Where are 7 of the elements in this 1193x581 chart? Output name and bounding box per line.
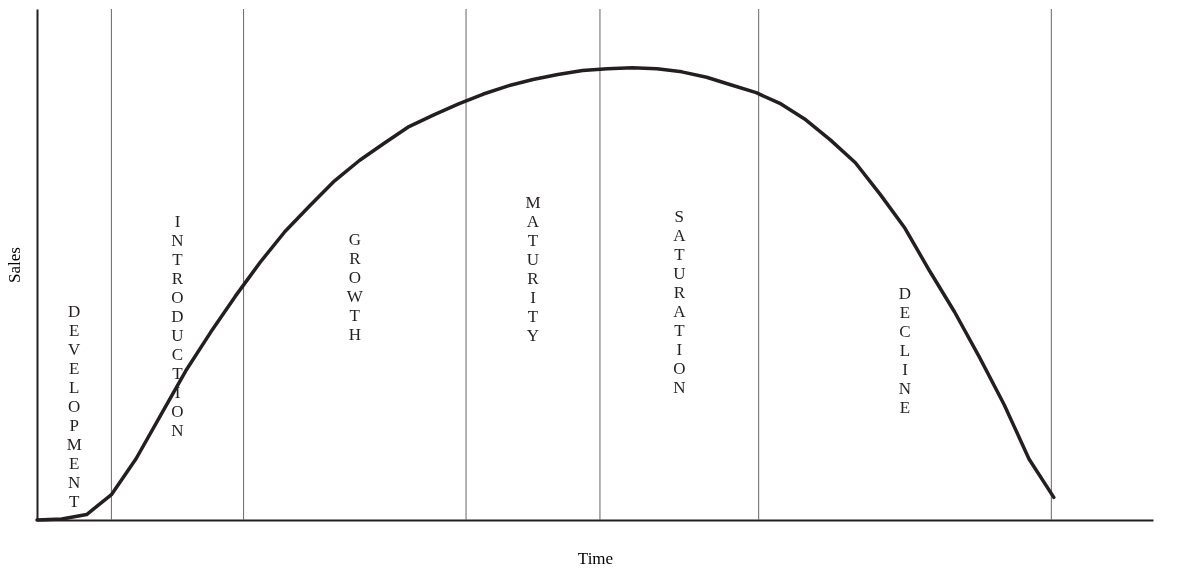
y-axis-title: Sales: [4, 247, 24, 283]
text: DEVELOPMENT: [66, 301, 82, 511]
annotation: DECLINE: [898, 283, 912, 417]
annotation: GROWTH: [346, 229, 364, 344]
annotation: MATURITY: [525, 193, 541, 346]
x-axis-title: Time: [577, 548, 614, 568]
text: SATURATION: [673, 207, 686, 398]
